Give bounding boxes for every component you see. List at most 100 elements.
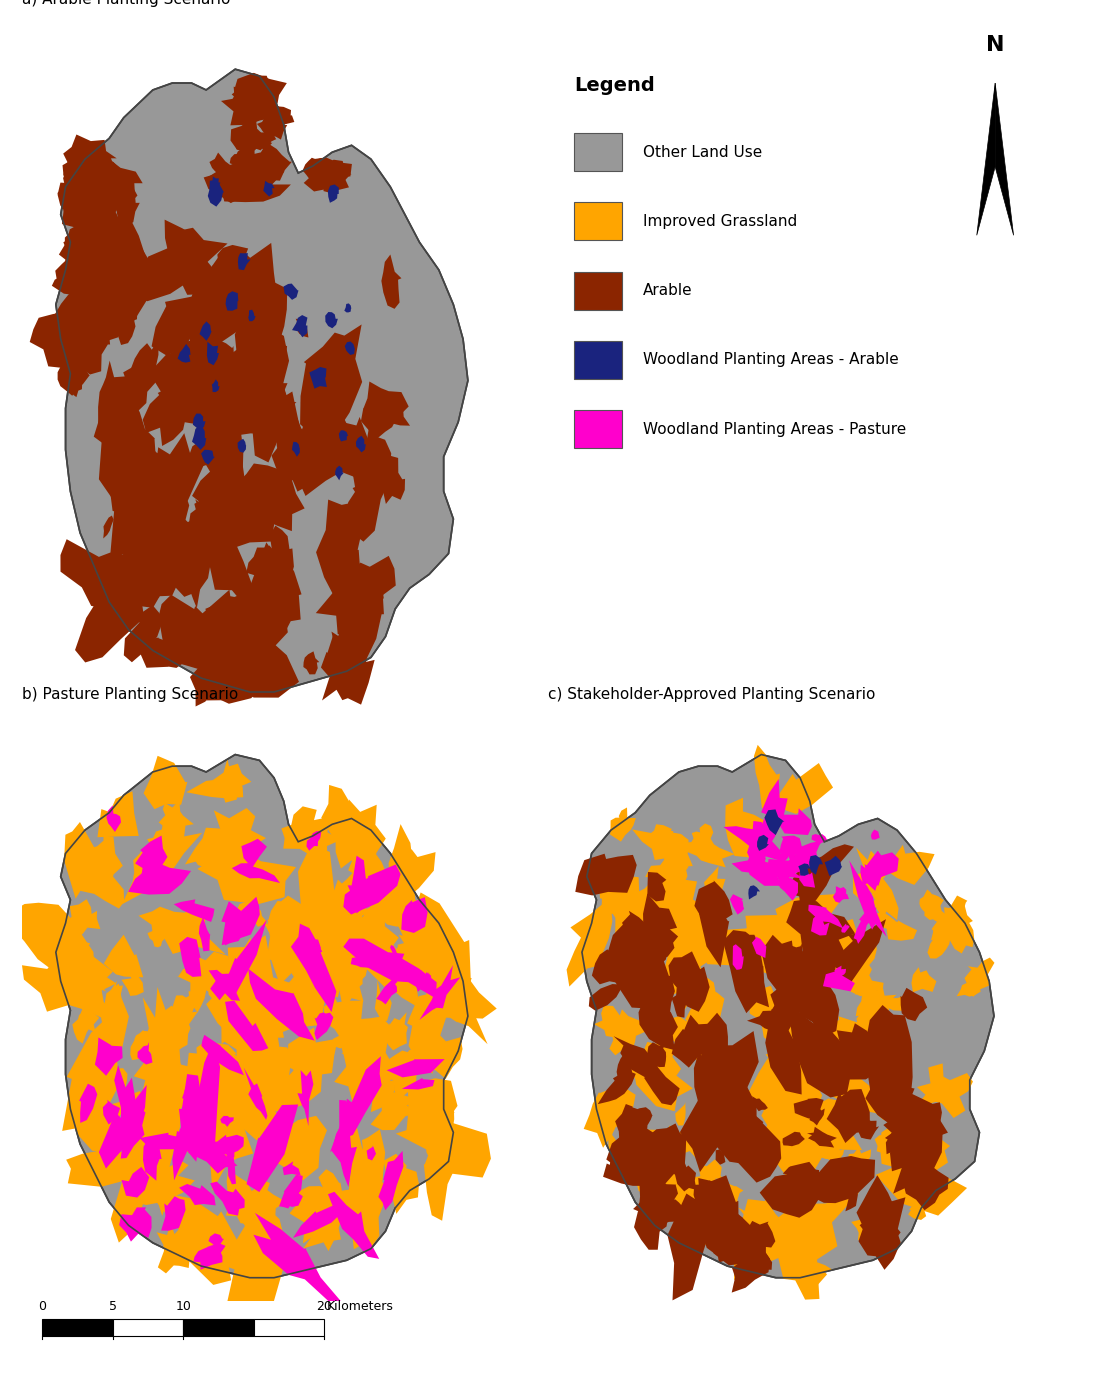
Polygon shape: [369, 847, 435, 918]
Polygon shape: [667, 915, 705, 960]
Polygon shape: [799, 866, 815, 887]
Polygon shape: [400, 1078, 457, 1138]
Polygon shape: [370, 1092, 419, 1131]
Text: N: N: [986, 36, 1004, 55]
Polygon shape: [640, 915, 678, 967]
Polygon shape: [210, 1182, 244, 1215]
Polygon shape: [775, 763, 833, 814]
Polygon shape: [232, 864, 281, 883]
Polygon shape: [72, 1006, 100, 1044]
Polygon shape: [300, 324, 362, 454]
Polygon shape: [765, 1020, 801, 1095]
Polygon shape: [863, 1005, 913, 1122]
Polygon shape: [231, 75, 277, 107]
Polygon shape: [824, 1041, 895, 1080]
Polygon shape: [181, 1121, 214, 1157]
Polygon shape: [84, 154, 103, 183]
Polygon shape: [866, 1074, 948, 1139]
Polygon shape: [777, 1172, 831, 1300]
Polygon shape: [853, 864, 881, 900]
Polygon shape: [122, 1175, 157, 1203]
Polygon shape: [283, 1161, 300, 1176]
Polygon shape: [78, 335, 91, 364]
Polygon shape: [176, 392, 253, 436]
Polygon shape: [690, 823, 713, 857]
Polygon shape: [672, 987, 687, 1017]
Polygon shape: [392, 934, 433, 983]
Text: 10: 10: [175, 1300, 191, 1313]
Polygon shape: [757, 835, 769, 851]
Polygon shape: [712, 1104, 781, 1182]
Polygon shape: [589, 984, 625, 1010]
Polygon shape: [179, 1183, 216, 1205]
Polygon shape: [436, 978, 456, 998]
Polygon shape: [809, 1098, 846, 1149]
Polygon shape: [112, 180, 140, 227]
Polygon shape: [385, 1012, 408, 1050]
Polygon shape: [680, 1190, 705, 1211]
Polygon shape: [821, 1016, 871, 1057]
Polygon shape: [760, 1161, 822, 1218]
Polygon shape: [114, 188, 129, 212]
Polygon shape: [124, 605, 162, 663]
Polygon shape: [181, 1135, 190, 1147]
Polygon shape: [319, 1169, 345, 1207]
Polygon shape: [213, 760, 251, 803]
Polygon shape: [639, 1003, 678, 1050]
Polygon shape: [197, 1063, 290, 1113]
Polygon shape: [243, 1067, 267, 1120]
Polygon shape: [272, 437, 313, 482]
Polygon shape: [206, 374, 236, 430]
Polygon shape: [715, 1237, 739, 1262]
Polygon shape: [875, 853, 899, 880]
Polygon shape: [279, 1050, 322, 1111]
Polygon shape: [859, 941, 877, 967]
Polygon shape: [235, 303, 290, 421]
Polygon shape: [130, 1017, 173, 1060]
Polygon shape: [185, 808, 266, 871]
Polygon shape: [592, 862, 632, 900]
Polygon shape: [604, 918, 674, 1009]
Polygon shape: [56, 69, 468, 692]
Polygon shape: [349, 570, 384, 663]
Polygon shape: [54, 286, 126, 335]
Polygon shape: [730, 894, 744, 915]
Polygon shape: [207, 1135, 243, 1154]
Polygon shape: [964, 958, 994, 996]
Polygon shape: [103, 181, 117, 208]
Polygon shape: [801, 1259, 832, 1272]
Polygon shape: [286, 1193, 302, 1207]
Polygon shape: [292, 441, 300, 457]
Polygon shape: [295, 318, 308, 338]
Polygon shape: [104, 934, 144, 977]
Polygon shape: [103, 1100, 121, 1125]
Polygon shape: [638, 976, 661, 1006]
Polygon shape: [248, 905, 266, 927]
FancyBboxPatch shape: [574, 202, 621, 241]
Polygon shape: [441, 960, 488, 1044]
Bar: [254, 1319, 324, 1336]
Polygon shape: [182, 376, 249, 441]
Polygon shape: [799, 977, 840, 1038]
Polygon shape: [356, 836, 400, 927]
Polygon shape: [630, 1107, 652, 1128]
Polygon shape: [699, 1081, 735, 1122]
Polygon shape: [251, 545, 286, 590]
Polygon shape: [149, 336, 215, 406]
Polygon shape: [859, 1211, 901, 1253]
Polygon shape: [739, 1208, 784, 1235]
Polygon shape: [302, 940, 321, 962]
Polygon shape: [331, 624, 369, 662]
Polygon shape: [56, 754, 468, 1277]
Polygon shape: [615, 1104, 646, 1147]
Polygon shape: [173, 314, 217, 415]
Polygon shape: [644, 1063, 680, 1106]
Polygon shape: [279, 1175, 302, 1208]
Polygon shape: [609, 1031, 637, 1056]
Polygon shape: [218, 937, 251, 1045]
Polygon shape: [178, 343, 191, 363]
Polygon shape: [344, 562, 384, 606]
Polygon shape: [669, 1125, 701, 1161]
Polygon shape: [791, 1031, 872, 1077]
Polygon shape: [664, 918, 703, 1010]
